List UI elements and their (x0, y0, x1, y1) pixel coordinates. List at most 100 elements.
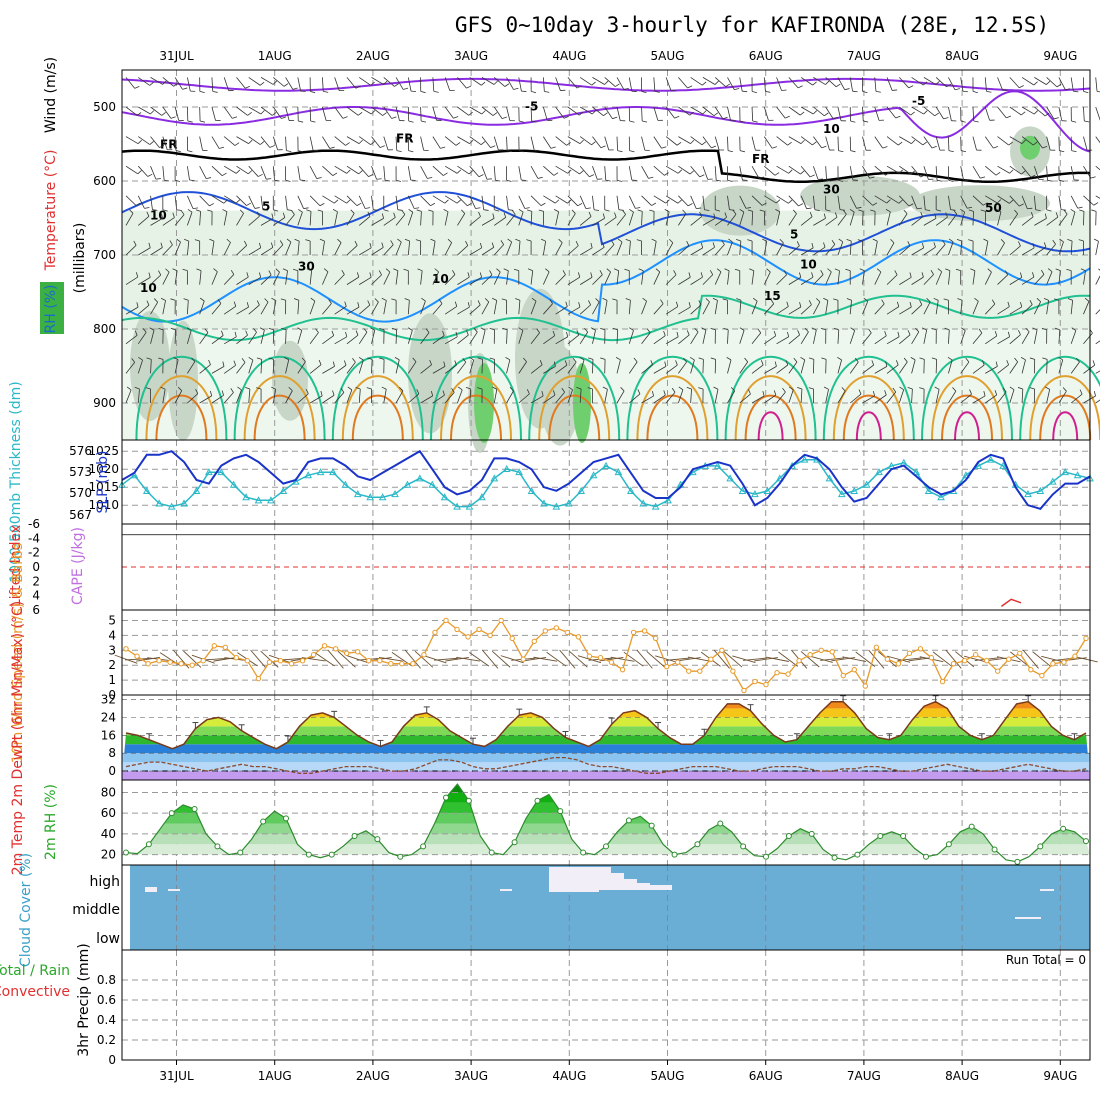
wind-barb (727, 136, 729, 151)
wind-barb-flag (825, 80, 830, 85)
wind-barb (960, 361, 970, 374)
wind-barb-flag (854, 357, 859, 363)
thickness-marker (391, 490, 399, 498)
wind-barb (984, 106, 990, 121)
wind-barb (457, 165, 470, 175)
wind-barb (186, 77, 191, 92)
wind-barb (948, 77, 956, 90)
wind-barb (493, 271, 501, 285)
wind-barb-flag (765, 90, 771, 93)
wind-barb (346, 276, 360, 285)
wind-barb-10m (569, 650, 588, 668)
wind-barb-flag (282, 268, 288, 272)
contour-diurnal (931, 375, 1004, 441)
wind-barb-flag (729, 209, 735, 211)
wind-barb-flag (698, 387, 704, 390)
wind-barb-flag (673, 270, 677, 275)
wind-barb-flag (248, 356, 254, 361)
rh-marker (328, 851, 335, 858)
wind-barb-flag (567, 169, 572, 174)
wind-barb-flag (612, 327, 618, 331)
wind-barb (346, 213, 355, 226)
wind-barb-flag (858, 389, 862, 395)
wind-barb (407, 211, 414, 226)
wind-barb-flag (614, 212, 617, 218)
wind-barb-10m (346, 654, 370, 664)
wind-barb-flag (334, 199, 339, 204)
wind-barb-10m (765, 656, 789, 662)
wind-barb-flag (273, 209, 279, 212)
wind-barb (211, 394, 224, 404)
wind-barb-flag (350, 209, 355, 214)
wind-barb-flag (875, 90, 881, 93)
wind-barb-flag (970, 268, 976, 272)
wind-barb-flag (953, 209, 958, 215)
wind-barb (162, 106, 172, 119)
wind-barb (481, 247, 494, 256)
rh-marker (785, 832, 792, 839)
wind-barb (530, 364, 543, 374)
wind-barb-flag (687, 85, 693, 89)
wind-barb-flag (256, 387, 262, 390)
wind-barb-flag (1077, 206, 1083, 209)
contour-label: 10 (432, 272, 449, 286)
wind-barb-flag (1027, 207, 1033, 210)
wind-barb-flag (158, 357, 164, 360)
wind-barb (751, 136, 756, 151)
li-tick-label: -6 (28, 517, 40, 531)
wind-barb (911, 195, 918, 209)
wind-barb (874, 195, 887, 204)
rh-marker (717, 820, 724, 827)
wind-barb-flag (1032, 242, 1035, 249)
wind-barb-flag (723, 327, 729, 331)
wind-barb-flag (397, 238, 402, 243)
wind-barb (911, 276, 924, 285)
wind-barb-flag (287, 209, 293, 211)
wind-barb (444, 392, 455, 404)
pressure-tick-label: 700 (93, 248, 116, 262)
wind-barb (800, 195, 807, 209)
wind-speed-marker (321, 643, 328, 649)
wind-barb (322, 303, 332, 315)
wind-speed-marker (785, 671, 791, 677)
thickness-marker (875, 468, 883, 476)
wind-barb-flag (355, 386, 361, 390)
wind-barb-flag (590, 242, 593, 248)
wind-barb-flag (702, 81, 707, 86)
wind-barb (641, 166, 649, 179)
wind-barb (862, 332, 872, 345)
wind-barb (997, 136, 1009, 146)
wind-barb (444, 211, 449, 226)
contour-label: -5 (525, 100, 538, 114)
wind-barb (997, 364, 1009, 374)
wind-barb (813, 195, 816, 210)
wind-barb (935, 77, 947, 88)
wind-barb (972, 270, 976, 285)
wind-barb (1058, 195, 1062, 210)
wind-barb (358, 165, 369, 177)
wind-barb (751, 364, 764, 374)
wind-barb (948, 106, 952, 121)
wind-barb-flag (142, 328, 147, 333)
wind-barb (543, 335, 555, 345)
wind-barb (359, 106, 372, 115)
wind-barb (395, 214, 406, 226)
wind-barb (518, 393, 530, 404)
wind-barb (788, 361, 798, 374)
li-tick-label: -4 (28, 531, 40, 545)
wind-barb-flag (1004, 270, 1009, 276)
wind-barb-flag (808, 387, 814, 390)
wind-barb-flag (700, 242, 704, 248)
wind-barb (739, 77, 743, 92)
wind-barb (727, 390, 736, 404)
wind-barb (199, 364, 211, 374)
wind-barb-flag (1018, 330, 1021, 335)
wind-barb-flag (540, 238, 546, 242)
wind-barb (776, 136, 788, 146)
wind-barb-flag (870, 209, 876, 212)
wind-barb-flag (700, 272, 703, 278)
wind-barb (432, 106, 438, 121)
wind-barb (592, 136, 602, 148)
wind-barb-flag (247, 112, 252, 116)
